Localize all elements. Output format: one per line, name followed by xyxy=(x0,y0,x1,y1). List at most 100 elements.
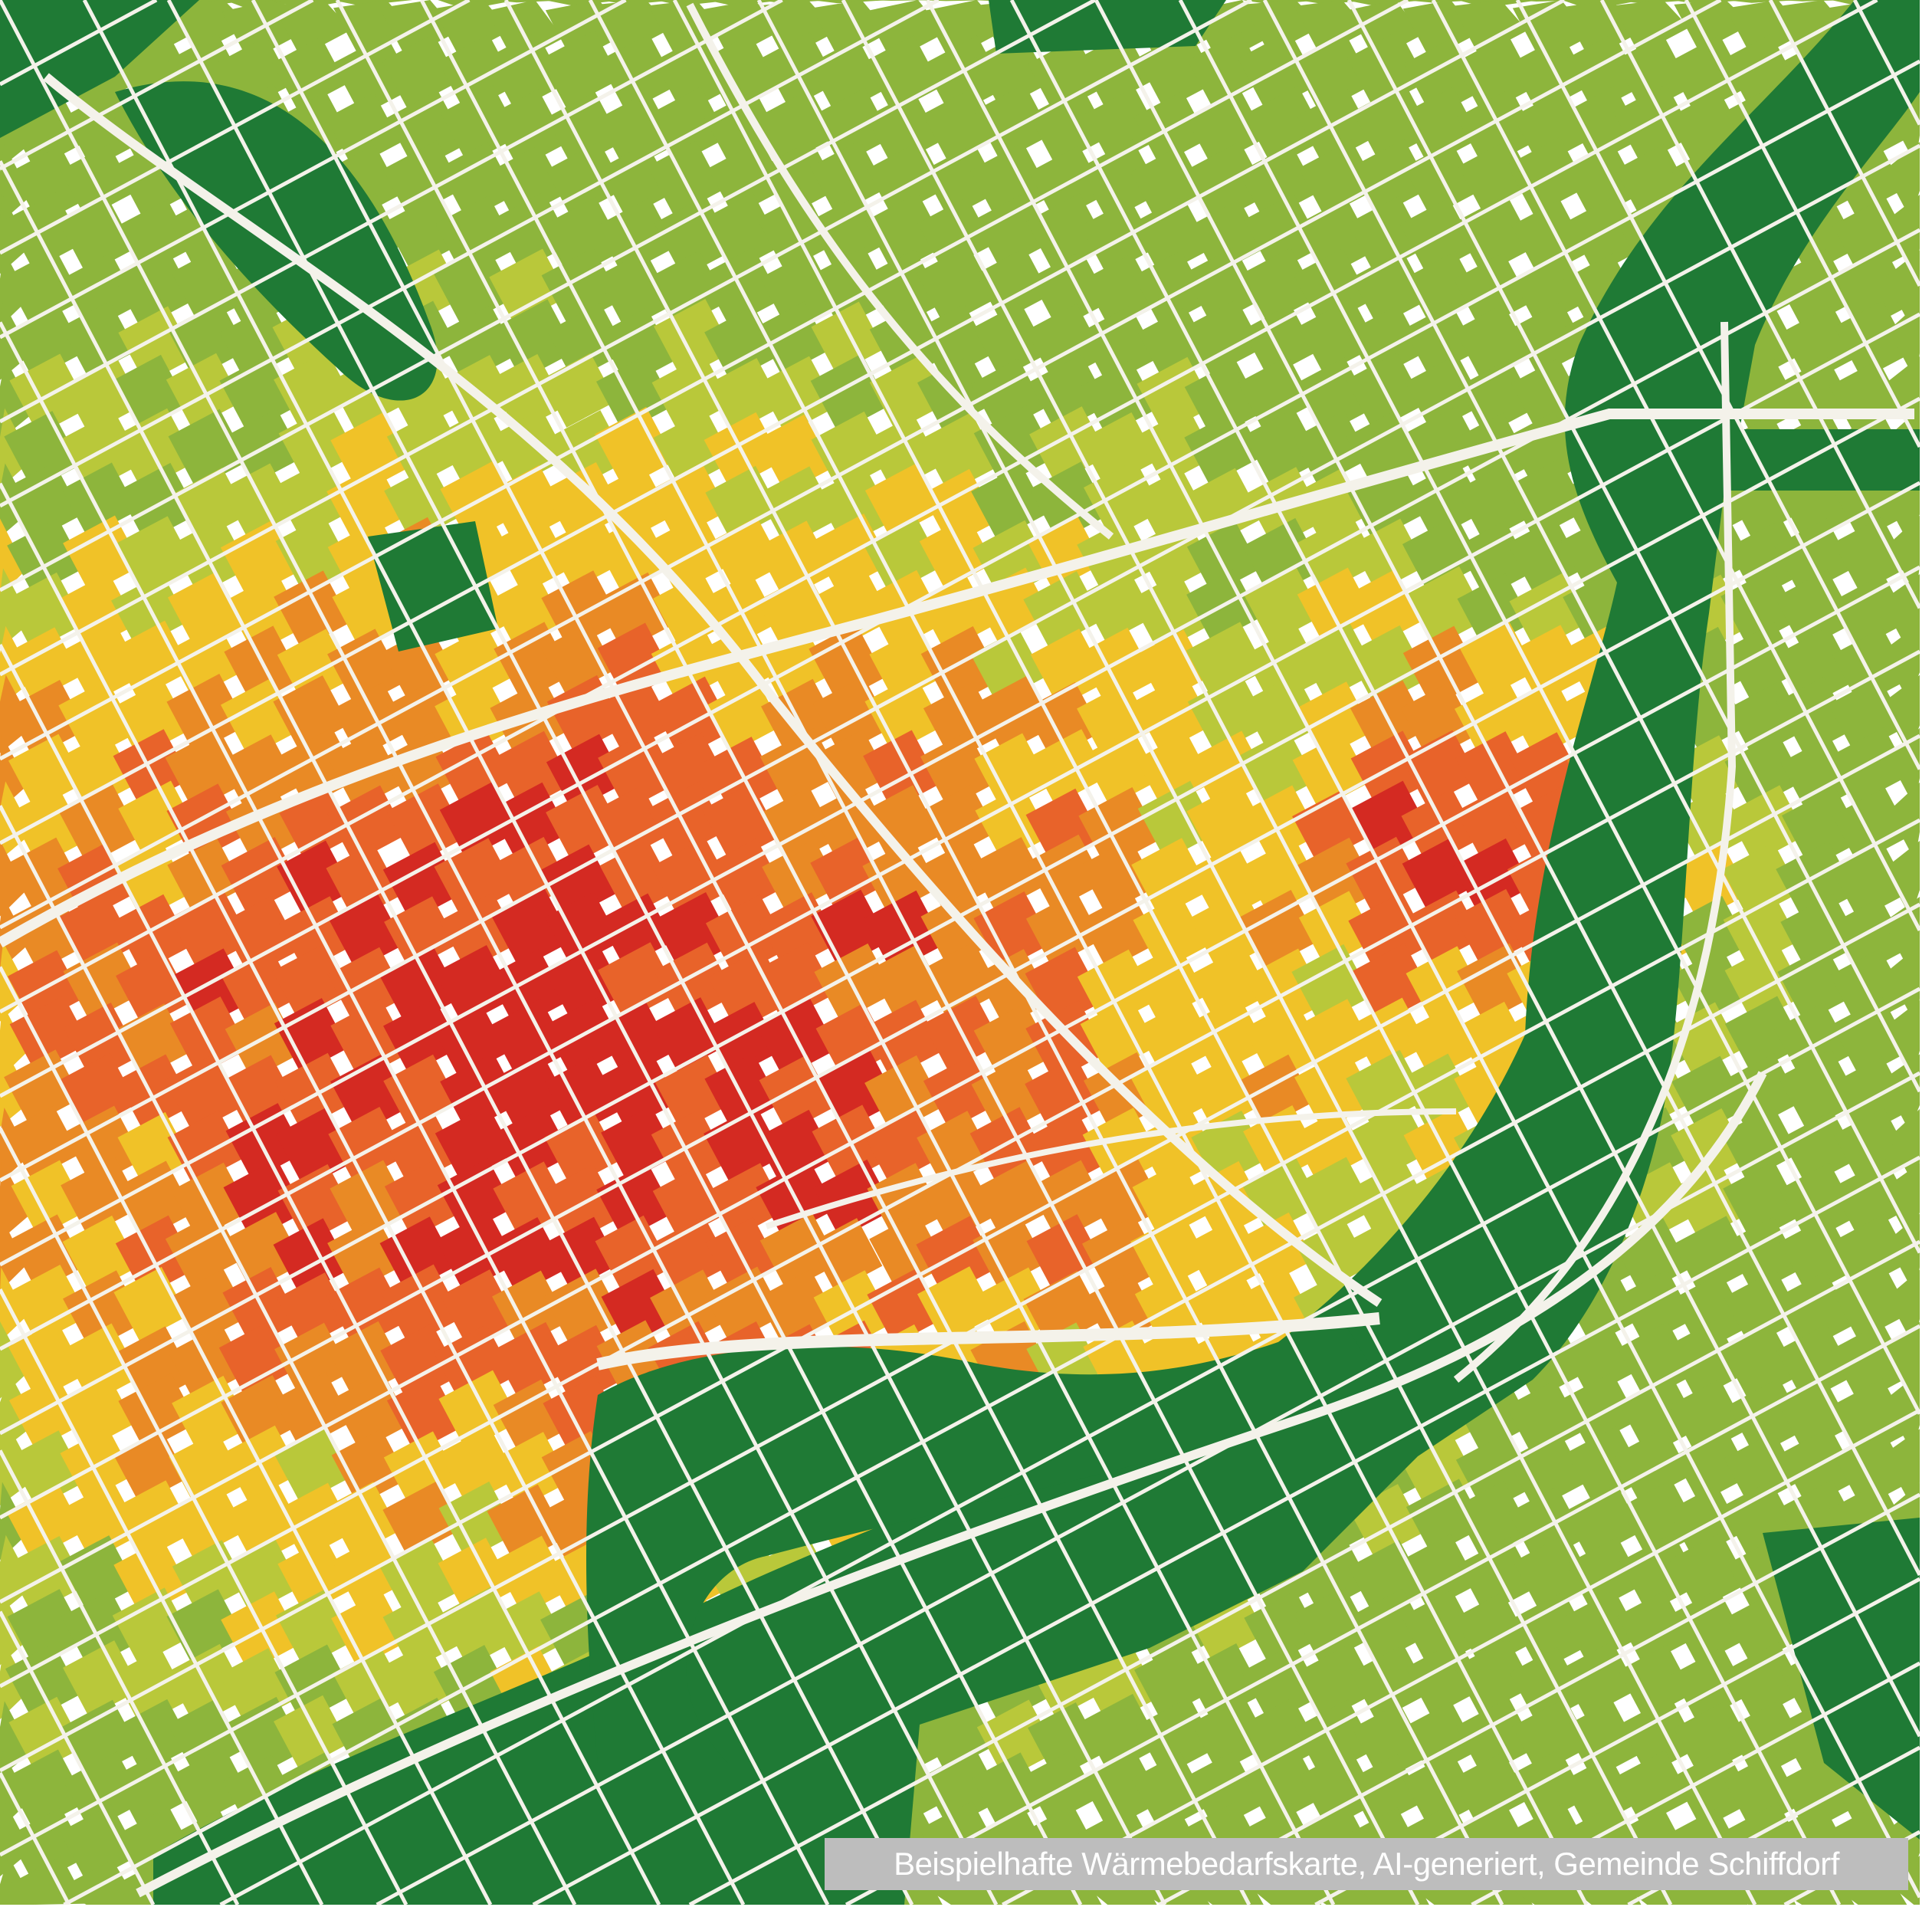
building-block xyxy=(1243,193,1323,274)
building-block xyxy=(1506,458,1587,539)
road xyxy=(532,1155,1920,1905)
green-space xyxy=(586,1318,1379,1763)
building-block xyxy=(6,627,81,702)
building-block xyxy=(5,1749,87,1831)
road xyxy=(504,0,1504,1905)
building-block xyxy=(648,0,723,57)
building-block xyxy=(379,1539,460,1620)
building-block xyxy=(1776,626,1857,708)
building-block xyxy=(225,1103,305,1181)
road xyxy=(63,902,1920,1905)
building-block xyxy=(916,245,997,327)
building-block xyxy=(0,1321,28,1399)
building-block xyxy=(1832,1159,1912,1236)
building-block xyxy=(9,1214,85,1292)
road xyxy=(0,0,471,255)
building-block xyxy=(489,1591,566,1669)
building-block xyxy=(326,842,402,921)
building-block xyxy=(1667,34,1748,116)
road xyxy=(588,0,1589,1905)
building-block xyxy=(920,731,996,809)
building-block xyxy=(1190,946,1271,1023)
building-block xyxy=(864,192,946,274)
building-block xyxy=(1455,731,1533,811)
building-block xyxy=(811,0,890,4)
building-block xyxy=(1030,629,1107,707)
building-block xyxy=(60,1535,137,1613)
building-block xyxy=(59,1804,139,1884)
building-block xyxy=(327,1216,403,1292)
building-block xyxy=(973,404,1056,486)
building-block xyxy=(58,196,136,275)
road xyxy=(166,0,1167,1905)
building-block xyxy=(1830,727,1910,804)
building-block xyxy=(60,144,135,218)
building-block xyxy=(1831,249,1914,333)
road xyxy=(1158,1492,1920,1905)
building-block xyxy=(865,0,940,2)
building-block xyxy=(489,353,566,432)
building-block xyxy=(386,783,467,865)
building-block xyxy=(1777,946,1853,1022)
building-block xyxy=(384,896,458,970)
building-block xyxy=(598,942,677,1022)
road xyxy=(1599,0,1920,609)
building-block xyxy=(116,1699,193,1774)
building-block xyxy=(435,195,517,277)
building-block xyxy=(811,301,884,375)
building-block xyxy=(1454,194,1535,276)
building-block xyxy=(493,1379,568,1455)
road xyxy=(1262,0,1920,1254)
building-block xyxy=(330,412,412,494)
building-block xyxy=(1566,85,1643,165)
building-block xyxy=(650,1216,730,1295)
building-block xyxy=(274,1371,353,1449)
building-block xyxy=(762,31,838,109)
building-block xyxy=(759,1213,839,1292)
building-block xyxy=(7,1589,87,1668)
building-block xyxy=(1881,675,1920,754)
building-block xyxy=(1667,1319,1746,1400)
building-block xyxy=(867,1268,943,1345)
building-block xyxy=(599,143,674,218)
building-block xyxy=(1455,304,1530,380)
road xyxy=(1178,0,1920,1415)
building-block xyxy=(1882,1163,1920,1239)
building-block xyxy=(1885,1000,1920,1077)
building-block xyxy=(1406,1479,1485,1555)
building-block xyxy=(1238,729,1316,808)
building-block xyxy=(1670,1589,1746,1666)
road xyxy=(0,805,577,1905)
building-block xyxy=(172,1375,251,1455)
building-block xyxy=(707,838,783,914)
building-block xyxy=(917,1266,996,1344)
building-block xyxy=(1239,889,1319,969)
road xyxy=(1346,0,1920,1093)
building-block xyxy=(275,1589,353,1668)
building-block xyxy=(5,572,84,652)
building-block xyxy=(1081,199,1156,275)
road xyxy=(1684,0,1920,448)
building-block xyxy=(1298,1748,1379,1830)
building-block xyxy=(1513,89,1591,166)
building-block xyxy=(863,785,940,863)
building-block xyxy=(386,1375,463,1453)
building-block xyxy=(1507,681,1584,759)
building-block xyxy=(0,1701,32,1778)
road xyxy=(765,1108,1457,1229)
road xyxy=(0,1771,71,1905)
building-block xyxy=(274,1695,349,1771)
road xyxy=(925,0,1920,1899)
road xyxy=(0,966,493,1905)
building-block xyxy=(171,1162,250,1239)
building-block xyxy=(1779,1216,1858,1296)
building-block xyxy=(1184,246,1263,327)
building-block xyxy=(5,249,83,327)
building-block xyxy=(1721,1105,1799,1182)
building-block xyxy=(0,1160,31,1241)
building-block xyxy=(1079,838,1156,914)
road xyxy=(0,0,783,424)
building-block xyxy=(810,836,886,911)
building-block xyxy=(111,620,192,699)
building-block xyxy=(1726,1642,1806,1721)
